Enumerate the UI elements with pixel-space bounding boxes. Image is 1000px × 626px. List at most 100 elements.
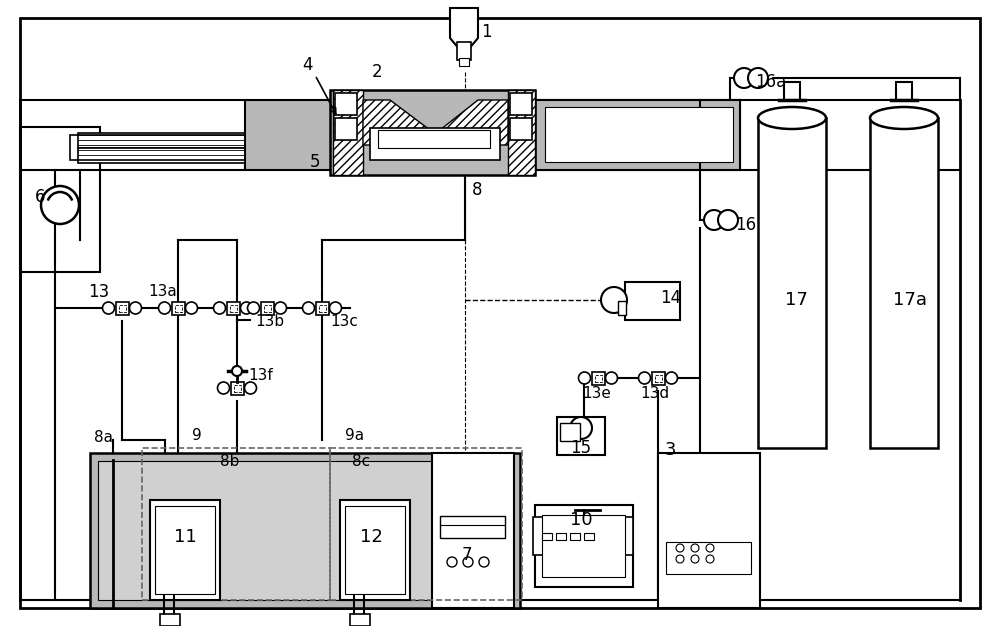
Text: 5: 5 <box>310 153 320 171</box>
Bar <box>542 533 552 540</box>
Bar <box>666 542 751 574</box>
Text: 13f: 13f <box>248 369 273 384</box>
Bar <box>658 453 760 608</box>
Bar <box>330 90 535 175</box>
Text: 8b: 8b <box>220 454 239 470</box>
Bar <box>870 118 938 448</box>
Text: 11: 11 <box>174 528 197 546</box>
Text: 15: 15 <box>570 439 591 457</box>
Circle shape <box>218 382 230 394</box>
Bar <box>350 614 370 626</box>
Bar <box>78 133 245 148</box>
Bar <box>535 505 633 587</box>
Bar <box>70 135 245 160</box>
Circle shape <box>41 186 79 224</box>
Bar <box>78 148 245 163</box>
Bar <box>260 302 274 314</box>
Text: 14: 14 <box>660 289 681 307</box>
Bar <box>592 371 604 384</box>
Bar <box>90 453 520 608</box>
Bar <box>335 118 357 140</box>
Circle shape <box>186 302 198 314</box>
Circle shape <box>244 382 256 394</box>
Circle shape <box>158 302 170 314</box>
Circle shape <box>706 544 714 552</box>
Circle shape <box>232 366 242 376</box>
Bar <box>335 93 357 115</box>
Bar <box>142 448 330 600</box>
Circle shape <box>718 210 738 230</box>
Circle shape <box>479 557 489 567</box>
Bar <box>625 282 680 320</box>
Bar <box>318 304 326 312</box>
Bar <box>510 118 532 140</box>
Circle shape <box>330 302 342 314</box>
Text: 13a: 13a <box>148 284 177 299</box>
Bar <box>234 384 240 391</box>
Bar <box>172 302 184 314</box>
Bar <box>20 127 100 272</box>
Circle shape <box>130 302 142 314</box>
Bar <box>758 118 826 448</box>
Bar <box>116 302 128 314</box>
Bar <box>119 304 126 312</box>
Circle shape <box>248 302 260 314</box>
Circle shape <box>570 417 592 439</box>
Bar <box>264 304 270 312</box>
Bar <box>150 500 220 600</box>
Text: 13: 13 <box>88 283 109 301</box>
Bar <box>175 304 182 312</box>
Text: 7: 7 <box>462 546 473 564</box>
Bar <box>226 302 240 314</box>
Circle shape <box>214 302 226 314</box>
Circle shape <box>704 210 724 230</box>
Text: 13b: 13b <box>255 314 284 329</box>
Bar <box>340 500 410 600</box>
Bar <box>345 506 405 594</box>
Bar <box>432 453 514 608</box>
Circle shape <box>103 302 114 314</box>
Text: 8a: 8a <box>94 431 113 446</box>
Bar <box>440 516 505 538</box>
Polygon shape <box>508 90 535 175</box>
Bar <box>370 128 500 160</box>
Circle shape <box>601 287 627 313</box>
Bar <box>533 517 633 555</box>
Bar <box>160 614 180 626</box>
Text: 4: 4 <box>302 56 312 74</box>
Text: 10: 10 <box>570 511 593 529</box>
Bar <box>457 42 471 60</box>
Bar <box>545 107 733 162</box>
Circle shape <box>676 544 684 552</box>
Text: 16: 16 <box>735 216 756 234</box>
Text: 8c: 8c <box>352 454 370 470</box>
Text: 3: 3 <box>665 441 676 459</box>
Bar <box>542 515 625 577</box>
Text: 13e: 13e <box>582 386 611 401</box>
Circle shape <box>274 302 287 314</box>
Bar <box>654 374 662 381</box>
Circle shape <box>734 68 754 88</box>
Circle shape <box>691 544 699 552</box>
Ellipse shape <box>870 107 938 129</box>
Bar <box>330 448 522 600</box>
Bar <box>535 100 740 170</box>
Bar <box>230 381 244 394</box>
Bar <box>560 423 580 441</box>
Bar <box>652 371 664 384</box>
Bar <box>570 533 580 540</box>
Bar <box>230 304 237 312</box>
Text: 1: 1 <box>481 23 492 41</box>
Text: 13d: 13d <box>640 386 669 401</box>
Bar <box>510 93 532 115</box>
Circle shape <box>748 68 768 88</box>
Bar <box>316 302 328 314</box>
Text: 17: 17 <box>785 291 808 309</box>
Circle shape <box>666 372 678 384</box>
Polygon shape <box>333 90 363 175</box>
Text: 6: 6 <box>35 188 46 206</box>
Bar <box>155 506 215 594</box>
Bar <box>618 301 626 315</box>
Circle shape <box>463 557 473 567</box>
Ellipse shape <box>758 107 826 129</box>
